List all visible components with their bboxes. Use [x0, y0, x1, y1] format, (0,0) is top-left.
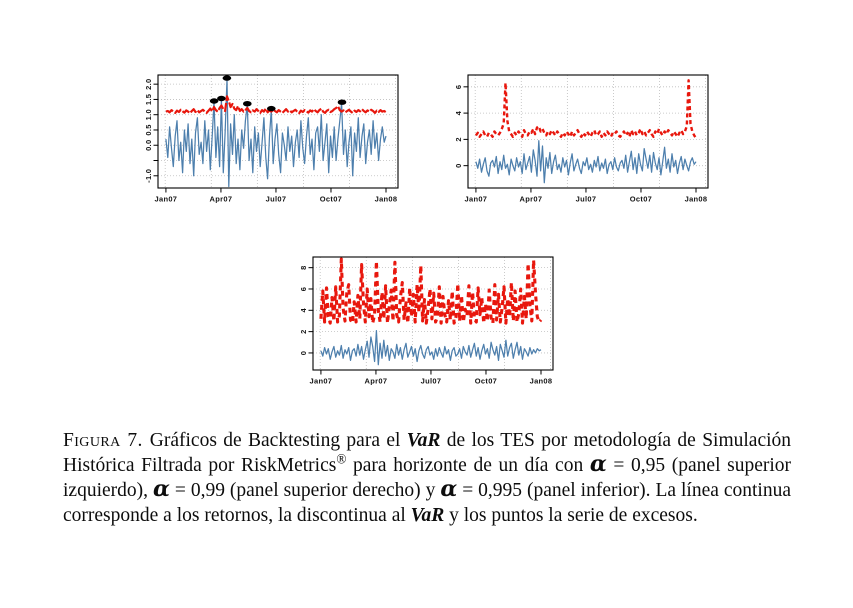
svg-text:2: 2 [454, 137, 463, 141]
caption-figure-label: Figura 7. [63, 430, 143, 451]
svg-text:6: 6 [299, 287, 308, 291]
chart-panel-bottom: 0 2 4 6 8 Jan07 Apr07 Jul07 Oct07 Jan08 [273, 238, 565, 392]
svg-text:2: 2 [299, 329, 308, 333]
chart-panel-top-right: 0 2 4 6 Jan07 Apr07 Jul07 Oct07 Jan08 [428, 56, 720, 210]
svg-text:0: 0 [299, 351, 308, 355]
caption-var-term: VaR [406, 430, 441, 451]
svg-text:Jul07: Jul07 [576, 195, 597, 204]
alpha-symbol: α [440, 476, 458, 502]
svg-text:-1.0: -1.0 [144, 169, 153, 183]
svg-text:4: 4 [454, 110, 463, 115]
svg-text:Jan08: Jan08 [375, 195, 398, 204]
svg-text:Jan07: Jan07 [310, 377, 333, 386]
svg-text:8: 8 [299, 265, 308, 269]
svg-text:Jan08: Jan08 [685, 195, 708, 204]
svg-text:Jan07: Jan07 [155, 195, 178, 204]
svg-text:0.5: 0.5 [144, 124, 153, 135]
svg-text:2.0: 2.0 [144, 78, 153, 89]
svg-text:Jan08: Jan08 [530, 377, 553, 386]
svg-text:Jul07: Jul07 [421, 377, 442, 386]
svg-text:Jan07: Jan07 [465, 195, 488, 204]
svg-text:1.0: 1.0 [144, 109, 153, 120]
caption-text: = 0,95 (panel superior izquierdo), [63, 455, 792, 501]
chart-top-right-alpha-099: 0 2 4 6 Jan07 Apr07 Jul07 Oct07 Jan08 [454, 74, 709, 204]
svg-text:6: 6 [454, 85, 463, 89]
svg-text:0: 0 [454, 163, 463, 167]
svg-text:4: 4 [299, 308, 308, 313]
caption-text: de los TES por metodología de Simulación… [63, 430, 792, 476]
caption-text: para horizonte de un día con [346, 455, 590, 476]
chart-panel-top-left: -1.0 0.0 0.5 1.0 1.5 2.0 Jan07 Apr07 Jul07 Oct07 J… [118, 56, 410, 210]
caption-text: = 0,995 (panel inferior). La línea conti… [63, 480, 791, 526]
caption-var-term: VaR [410, 505, 445, 526]
svg-text:Oct07: Oct07 [475, 377, 497, 386]
svg-text:Oct07: Oct07 [320, 195, 342, 204]
registered-trademark-symbol: ® [336, 451, 347, 467]
svg-text:0.0: 0.0 [144, 140, 153, 151]
figure-caption: Figura 7. Gráficos de Backtesting para el… [63, 428, 791, 528]
alpha-symbol: α [589, 451, 607, 477]
caption-text: Gráficos de Backtesting para el [149, 430, 407, 451]
caption-text: = 0,99 (panel superior derecho) y [169, 480, 441, 501]
svg-text:Apr07: Apr07 [365, 377, 388, 386]
caption-text: y los puntos la serie de excesos. [444, 505, 698, 526]
svg-text:Apr07: Apr07 [210, 195, 233, 204]
svg-text:Apr07: Apr07 [520, 195, 543, 204]
svg-text:Oct07: Oct07 [630, 195, 652, 204]
chart-top-left-alpha-095: -1.0 0.0 0.5 1.0 1.5 2.0 Jan07 Apr07 Jul07 Oct07 J… [144, 74, 399, 204]
chart-bottom-alpha-0995: 0 2 4 6 8 Jan07 Apr07 Jul07 Oct07 Jan08 [299, 256, 554, 386]
svg-text:1.5: 1.5 [144, 94, 153, 105]
alpha-symbol: α [152, 476, 170, 502]
svg-text:Jul07: Jul07 [266, 195, 287, 204]
